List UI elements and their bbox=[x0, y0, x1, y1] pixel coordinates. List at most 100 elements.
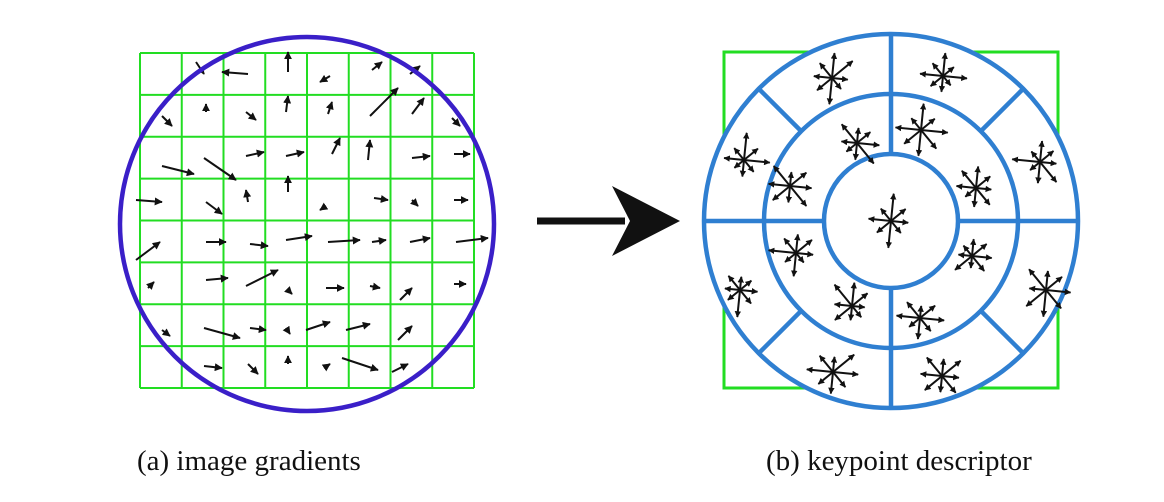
histogram-bin-arrow bbox=[1044, 270, 1051, 291]
histogram-bin-arrow bbox=[833, 301, 853, 309]
histogram-bin-arrow bbox=[784, 252, 797, 263]
gradient-arrow bbox=[161, 115, 173, 127]
gradient-arrow bbox=[371, 237, 387, 245]
histogram-bin-arrow bbox=[1045, 288, 1072, 296]
histogram-bin-arrow bbox=[742, 132, 750, 161]
histogram-bin-arrow bbox=[920, 128, 949, 136]
orientation-histogram bbox=[894, 103, 949, 157]
histogram-bin-arrow bbox=[840, 123, 858, 144]
orientation-histogram bbox=[919, 52, 968, 93]
gradient-arrow bbox=[283, 95, 292, 113]
gradient-arrow bbox=[319, 202, 329, 211]
histogram-bin-arrow bbox=[739, 287, 759, 295]
histogram-bin-arrow bbox=[813, 73, 833, 80]
histogram-bin-arrow bbox=[772, 185, 791, 201]
histogram-bin-arrow bbox=[867, 216, 892, 223]
gradient-arrow bbox=[455, 234, 489, 243]
histogram-bin-arrow bbox=[975, 175, 991, 189]
gradient-arrow bbox=[247, 363, 259, 375]
histogram-bin-arrow bbox=[895, 313, 921, 320]
histogram-bin-arrow bbox=[942, 74, 968, 82]
histogram-bin-arrow bbox=[1039, 159, 1057, 167]
histogram-bin-arrow bbox=[789, 185, 808, 207]
gradient-arrow bbox=[285, 233, 313, 242]
gradient-arrow bbox=[365, 139, 374, 161]
histogram-bin-arrow bbox=[795, 250, 814, 258]
histogram-bin-arrow bbox=[961, 170, 977, 189]
gradient-arrow bbox=[325, 101, 334, 115]
histogram-bin-arrow bbox=[733, 159, 745, 169]
gradient-arrow bbox=[285, 149, 305, 158]
transform-arrow bbox=[537, 186, 680, 256]
histogram-bin-arrow bbox=[941, 360, 962, 377]
orientation-histograms bbox=[723, 52, 1072, 395]
histogram-bin-arrow bbox=[831, 75, 849, 83]
histogram-bin-arrow bbox=[931, 62, 944, 77]
histogram-bin-arrow bbox=[920, 129, 938, 150]
gradient-arrow bbox=[399, 287, 413, 301]
histogram-bin-arrow bbox=[767, 181, 791, 188]
histogram-bin-arrow bbox=[942, 75, 952, 86]
histogram-bin-arrow bbox=[834, 305, 853, 321]
histogram-bin-arrow bbox=[890, 218, 909, 226]
gradient-arrow bbox=[249, 325, 267, 334]
orientation-histogram bbox=[813, 52, 854, 105]
gradient-arrow bbox=[161, 165, 195, 177]
histogram-bin-arrow bbox=[851, 305, 863, 318]
histogram-bin-arrow bbox=[885, 220, 893, 249]
histogram-bin-arrow bbox=[971, 187, 978, 208]
histogram-bin-arrow bbox=[832, 370, 859, 378]
gradient-arrow bbox=[282, 325, 291, 335]
histogram-bin-arrow bbox=[915, 317, 922, 340]
histogram-bin-arrow bbox=[937, 375, 945, 393]
histogram-bin-arrow bbox=[856, 131, 871, 144]
histogram-bin-arrow bbox=[851, 292, 869, 307]
histogram-bin-arrow bbox=[818, 355, 834, 373]
histogram-bin-arrow bbox=[743, 147, 759, 161]
gradient-arrow bbox=[245, 111, 257, 121]
histogram-bin-arrow bbox=[724, 285, 741, 293]
orientation-histogram bbox=[723, 132, 771, 178]
orientation-histogram bbox=[806, 353, 859, 395]
gradient-arrow bbox=[341, 357, 379, 372]
gaussian-window-circle bbox=[117, 34, 497, 414]
histogram-bin-arrow bbox=[919, 317, 932, 332]
orientation-histogram bbox=[954, 238, 993, 272]
caption-image-gradients: (a) image gradients bbox=[137, 445, 361, 477]
orientation-histogram bbox=[840, 123, 880, 165]
histogram-bin-arrow bbox=[795, 239, 813, 254]
orientation-histogram bbox=[955, 165, 992, 208]
histogram-bin-arrow bbox=[919, 316, 945, 324]
histogram-bin-arrow bbox=[876, 220, 892, 234]
histogram-bin-arrow bbox=[894, 124, 922, 132]
histogram-bin-arrow bbox=[830, 52, 838, 79]
histogram-bin-arrow bbox=[817, 371, 834, 385]
gradient-arrow bbox=[345, 321, 371, 331]
histogram-bin-arrow bbox=[772, 165, 791, 187]
descriptor-sector-dividers bbox=[704, 34, 1078, 408]
histogram-bin-arrow bbox=[890, 208, 907, 222]
histogram-bin-arrow bbox=[737, 276, 744, 291]
histogram-bin-arrow bbox=[1011, 156, 1041, 163]
gradient-arrow bbox=[411, 152, 431, 161]
histogram-bin-arrow bbox=[785, 185, 793, 204]
histogram-bin-arrow bbox=[856, 141, 880, 148]
histogram-bin-arrow bbox=[845, 142, 858, 153]
histogram-bin-arrow bbox=[924, 375, 943, 391]
gradient-arrow bbox=[451, 117, 461, 127]
histogram-bin-arrow bbox=[880, 207, 892, 222]
histogram-bin-arrow bbox=[727, 275, 741, 291]
gradient-arrow bbox=[410, 198, 419, 207]
histogram-bin-arrow bbox=[919, 71, 944, 78]
gradient-arrow bbox=[203, 327, 241, 340]
histogram-bin-arrow bbox=[789, 171, 808, 187]
orientation-histogram bbox=[867, 193, 909, 249]
orientation-histogram bbox=[833, 282, 869, 321]
histogram-bin-arrow bbox=[734, 289, 742, 318]
histogram-bin-arrow bbox=[856, 142, 875, 165]
gradient-arrow bbox=[135, 197, 163, 206]
gradient-arrow bbox=[327, 236, 361, 245]
histogram-bin-arrow bbox=[828, 371, 835, 395]
histogram-bin-arrow bbox=[957, 252, 973, 259]
histogram-bin-arrow bbox=[831, 77, 842, 90]
